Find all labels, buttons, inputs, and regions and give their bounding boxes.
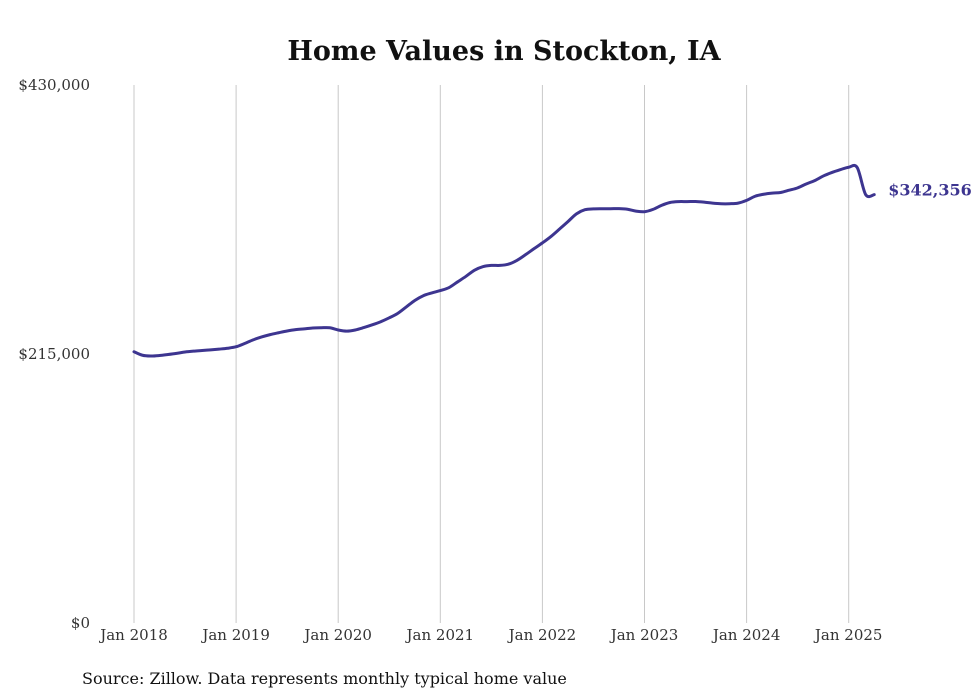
- x-axis: Jan 2018 Jan 2019 Jan 2020 Jan 2021 Jan 2022…: [98, 626, 882, 644]
- x-tick-label: Jan 2019: [200, 626, 270, 644]
- x-tick-label: Jan 2022: [507, 626, 577, 644]
- source-note: Source: Zillow. Data represents monthly …: [82, 669, 567, 688]
- series-layer: $342,356: [132, 163, 972, 358]
- x-tick-label: Jan 2021: [405, 626, 475, 644]
- gridlines: [133, 85, 850, 623]
- x-tick-label: Jan 2024: [711, 626, 781, 644]
- y-tick-label: $0: [71, 614, 90, 632]
- y-axis: $0 $215,000 $430,000: [18, 76, 90, 632]
- x-tick-label: Jan 2018: [98, 626, 168, 644]
- x-tick-label: Jan 2025: [813, 626, 883, 644]
- home-value-line: [132, 163, 876, 358]
- chart-title: Home Values in Stockton, IA: [287, 36, 721, 67]
- x-tick-label: Jan 2023: [609, 626, 679, 644]
- y-tick-label: $215,000: [18, 345, 90, 363]
- x-tick-label: Jan 2020: [302, 626, 372, 644]
- y-tick-label: $430,000: [18, 76, 90, 94]
- end-value-label: $342,356: [888, 181, 972, 200]
